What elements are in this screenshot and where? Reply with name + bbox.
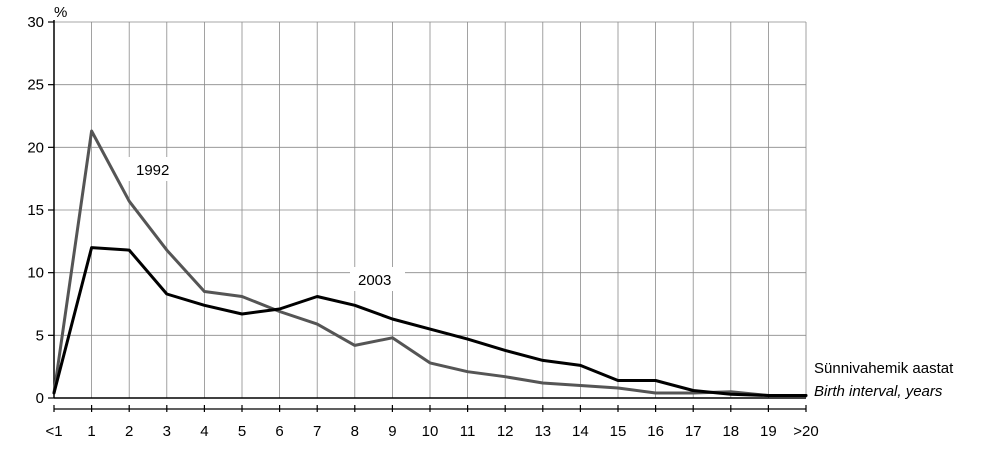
x-tick-label: 13 xyxy=(534,423,551,440)
x-tick-label: 5 xyxy=(238,423,246,440)
x-tick-label: >20 xyxy=(793,423,818,440)
y-tick-label: 5 xyxy=(36,327,44,344)
series-label-1992: 1992 xyxy=(136,162,169,179)
x-tick-label: 18 xyxy=(722,423,739,440)
x-tick-label: 2 xyxy=(125,423,133,440)
x-tick-label: 12 xyxy=(497,423,514,440)
y-tick-label: 20 xyxy=(27,139,44,156)
series-label-2003: 2003 xyxy=(358,272,391,289)
x-tick-label: 3 xyxy=(163,423,171,440)
x-tick-label: <1 xyxy=(45,423,62,440)
series-label-2003-bg xyxy=(350,267,405,291)
x-tick-label: 1 xyxy=(87,423,95,440)
x-tick-label: 6 xyxy=(275,423,283,440)
x-tick-label: 14 xyxy=(572,423,589,440)
y-tick-label: 10 xyxy=(27,265,44,282)
x-tick-label: 4 xyxy=(200,423,208,440)
x-tick-label: 7 xyxy=(313,423,321,440)
y-tick-label: 25 xyxy=(27,77,44,94)
x-axis-title: Sünnivahemik aastat xyxy=(814,360,954,377)
labels: % 1992 2003 Sünnivahemik aastat Birth in… xyxy=(54,4,954,400)
x-axis-title-english: Birth interval, years xyxy=(814,383,943,400)
series-group xyxy=(52,129,808,397)
x-tick-label: 11 xyxy=(460,423,476,440)
y-unit-label: % xyxy=(54,4,67,21)
y-tick-label: 30 xyxy=(27,14,44,31)
x-tick-label: 10 xyxy=(422,423,439,440)
x-tick-label: 8 xyxy=(351,423,359,440)
y-tick-label: 15 xyxy=(27,202,44,219)
y-tick-label: 0 xyxy=(36,390,44,407)
series-label-1992-bg xyxy=(128,157,178,181)
x-tick-label: 9 xyxy=(388,423,396,440)
series-line-1992 xyxy=(52,129,808,397)
x-tick-label: 19 xyxy=(760,423,777,440)
x-tick-label: 17 xyxy=(685,423,702,440)
series-line-2003 xyxy=(52,246,808,397)
x-tick-label: 15 xyxy=(610,423,627,440)
grid xyxy=(54,21,807,398)
x-tick-label: 16 xyxy=(647,423,664,440)
